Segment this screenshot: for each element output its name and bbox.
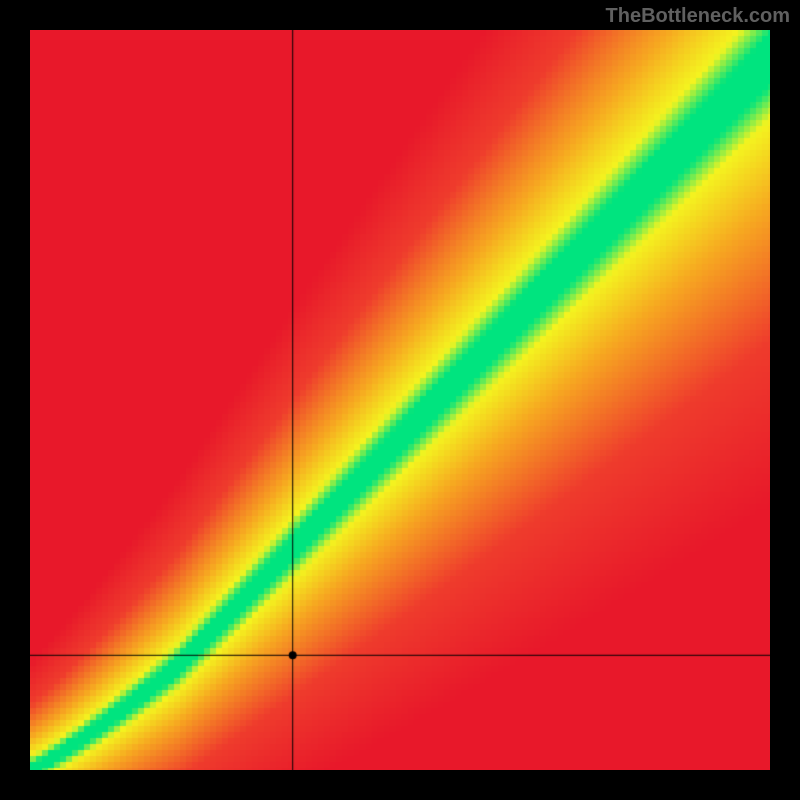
heatmap-canvas: [30, 30, 770, 770]
plot-area: [30, 30, 770, 770]
attribution-text: TheBottleneck.com: [606, 5, 790, 28]
chart-container: TheBottleneck.com: [0, 0, 800, 800]
